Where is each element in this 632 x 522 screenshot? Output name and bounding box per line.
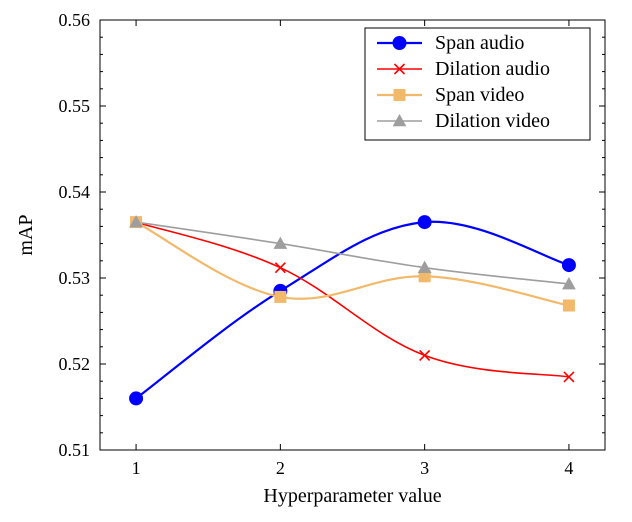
svg-text:0.56: 0.56 — [59, 10, 91, 30]
svg-text:Span audio: Span audio — [435, 32, 524, 54]
svg-text:Span video: Span video — [435, 84, 524, 106]
chart-container: 1 2 3 4 0.51 0.52 0.53 0.54 0.55 0.56 Hyperparamet… — [0, 0, 632, 522]
svg-text:mAP: mAP — [15, 214, 37, 255]
line-chart: 1 2 3 4 0.51 0.52 0.53 0.54 0.55 0.56 Hyperparamet… — [0, 0, 632, 522]
svg-text:0.52: 0.52 — [59, 354, 91, 374]
svg-text:0.53: 0.53 — [59, 268, 91, 288]
svg-text:Dilation video: Dilation video — [435, 110, 550, 132]
svg-text:Hyperparameter value: Hyperparameter value — [263, 485, 441, 507]
svg-text:Dilation audio: Dilation audio — [435, 58, 550, 80]
svg-text:3: 3 — [420, 458, 429, 478]
svg-text:0.54: 0.54 — [59, 182, 91, 202]
svg-text:1: 1 — [132, 458, 141, 478]
svg-text:2: 2 — [276, 458, 285, 478]
svg-text:0.51: 0.51 — [59, 440, 91, 460]
svg-text:0.55: 0.55 — [59, 96, 91, 116]
svg-text:4: 4 — [564, 458, 573, 478]
legend: Span audio Dilation audio Span video Dilati… — [365, 28, 590, 140]
